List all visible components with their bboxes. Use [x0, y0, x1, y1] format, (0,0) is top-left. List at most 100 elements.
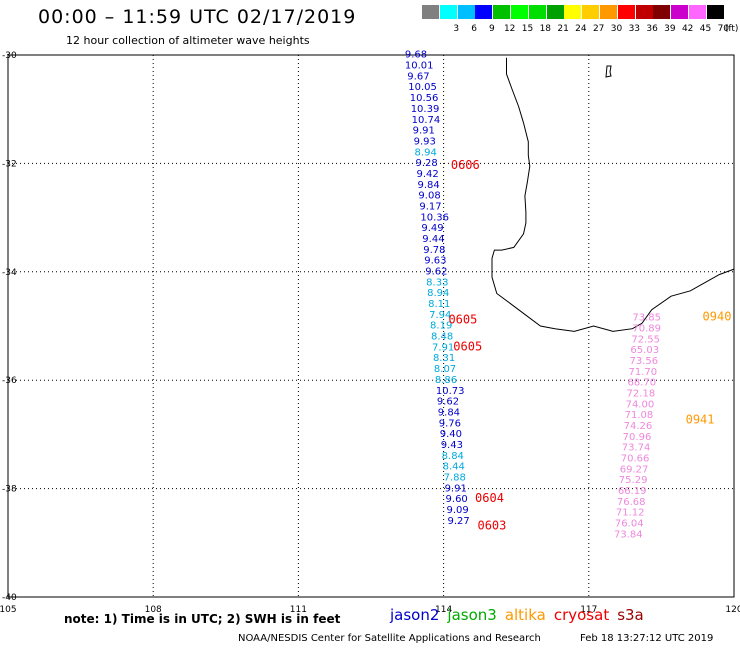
- wave-height-value: 9.68: [405, 50, 427, 61]
- wave-height-value: 9.42: [416, 169, 438, 180]
- wave-height-value: 66.19: [618, 486, 647, 497]
- wave-height-value: 8.11: [428, 299, 450, 310]
- wave-height-value: 9.84: [438, 407, 460, 418]
- pass-time-label: 0941: [686, 413, 715, 427]
- wave-height-value: 72.18: [627, 388, 656, 399]
- wave-height-value: 9.62: [425, 267, 447, 278]
- legend-swatch: [457, 5, 475, 19]
- legend-swatch: [439, 5, 457, 19]
- wave-height-value: 70.66: [621, 454, 650, 465]
- satellite-label: cryosat: [553, 606, 610, 624]
- wave-height-value: 71.08: [625, 410, 654, 421]
- credit-text: NOAA/NESDIS Center for Satellite Applica…: [238, 633, 541, 644]
- wave-height-value: 72.55: [631, 334, 660, 345]
- wave-height-value: 71.70: [628, 367, 657, 378]
- wave-height-value: 8.94: [427, 288, 449, 299]
- legend-label: 3: [453, 24, 460, 34]
- footer-note: note: 1) Time is in UTC; 2) SWH is in fe…: [64, 612, 341, 626]
- wave-height-value: 9.62: [437, 397, 459, 408]
- legend-label: 9: [489, 24, 495, 34]
- lon-tick-label: 117: [580, 605, 597, 615]
- wave-height-value: 10.05: [408, 82, 437, 93]
- legend-label: 70: [717, 24, 730, 34]
- legend-swatch: [475, 5, 493, 19]
- wave-height-value: 9.44: [422, 234, 444, 245]
- legend-swatch: [582, 5, 600, 19]
- legend-swatch: [706, 5, 724, 19]
- legend-swatch: [511, 5, 528, 19]
- wave-height-value: 9.17: [419, 201, 441, 212]
- wave-height-value: 8.86: [435, 375, 457, 386]
- wave-height-value: 10.74: [412, 115, 441, 126]
- lat-tick-label: -30: [2, 51, 17, 61]
- legend-label: 42: [681, 24, 694, 34]
- wave-height-value: 8.94: [415, 147, 437, 158]
- wave-height-value: 76.68: [617, 497, 646, 508]
- legend-swatch: [671, 5, 689, 19]
- legend-label: 6: [471, 24, 477, 34]
- lat-tick-label: -38: [2, 485, 17, 495]
- legend-label: 30: [610, 24, 623, 34]
- wave-height-value: 9.27: [447, 516, 469, 527]
- lon-tick-label: 111: [290, 605, 307, 615]
- wave-height-value: 69.27: [620, 464, 649, 475]
- lon-tick-label: 108: [145, 605, 162, 615]
- wave-height-value: 9.43: [441, 440, 463, 451]
- wave-height-value: 8.44: [443, 462, 465, 473]
- lon-tick-label: 114: [435, 605, 452, 615]
- pass-time-label: 0940: [703, 310, 732, 324]
- satellite-legend: jason2 jason3 altika cryosat s3a: [390, 606, 652, 624]
- wave-height-value: 7.91: [432, 342, 454, 353]
- wave-height-value: 74.26: [624, 421, 653, 432]
- legend-swatch: [564, 5, 582, 19]
- lon-tick-label: 120: [725, 605, 740, 615]
- pass-time-label: 0604: [475, 491, 504, 505]
- map-subtitle: 12 hour collection of altimeter wave hei…: [66, 34, 310, 47]
- legend-label: 36: [646, 24, 658, 34]
- wave-height-value: 9.08: [418, 191, 440, 202]
- map-frame: [7, 54, 735, 598]
- wave-height-value: 65.03: [630, 345, 659, 356]
- lat-tick-label: -36: [2, 376, 17, 386]
- wave-height-value: 10.01: [405, 61, 434, 72]
- wave-height-value: 10.39: [411, 104, 440, 115]
- wave-height-value: 74.00: [626, 399, 655, 410]
- timestamp-text: Feb 18 13:27:12 UTC 2019: [580, 633, 714, 644]
- wave-height-value: 75.29: [619, 475, 648, 486]
- lon-tick-label: 105: [0, 605, 17, 615]
- map-title: 00:00 – 11:59 UTC 02/17/2019: [38, 6, 357, 28]
- legend-label: 45: [699, 24, 712, 34]
- wave-height-value: 10.73: [436, 386, 465, 397]
- legend-unit: (ft): [724, 24, 739, 34]
- pass-time-label: 0605: [453, 339, 482, 353]
- wave-height-value: 9.84: [417, 180, 439, 191]
- wave-height-value: 8.31: [433, 353, 455, 364]
- pass-time-label: 0603: [477, 518, 506, 532]
- legend-label: 15: [521, 24, 534, 34]
- lat-tick-label: -32: [2, 159, 17, 169]
- wave-height-value: 9.28: [416, 158, 438, 169]
- pass-time-label: 0605: [448, 312, 477, 326]
- wave-height-value: 8.33: [426, 277, 448, 288]
- wave-height-value: 9.91: [445, 483, 467, 494]
- satellite-label: jason3: [447, 606, 497, 624]
- legend-swatch: [689, 5, 706, 19]
- wave-height-value: 10.36: [420, 212, 449, 223]
- legend-swatch: [546, 5, 564, 19]
- lat-tick-label: -34: [2, 268, 17, 278]
- legend-swatch: [635, 5, 653, 19]
- lat-tick-label: -40: [2, 593, 17, 603]
- wave-height-value: 7.94: [429, 310, 451, 321]
- legend-swatch: [493, 5, 511, 19]
- wave-height-value: 9.63: [424, 256, 446, 267]
- satellite-label: s3a: [617, 606, 644, 624]
- wave-height-value: 76.04: [615, 519, 644, 530]
- coastline: [491, 57, 735, 332]
- wave-height-value: 73.85: [632, 313, 661, 324]
- wave-height-value: 9.78: [423, 245, 445, 256]
- legend-swatch: [422, 5, 439, 19]
- wave-height-value: 73.74: [622, 443, 651, 454]
- wave-height-value: 68.70: [628, 378, 657, 389]
- wave-height-value: 9.40: [440, 429, 462, 440]
